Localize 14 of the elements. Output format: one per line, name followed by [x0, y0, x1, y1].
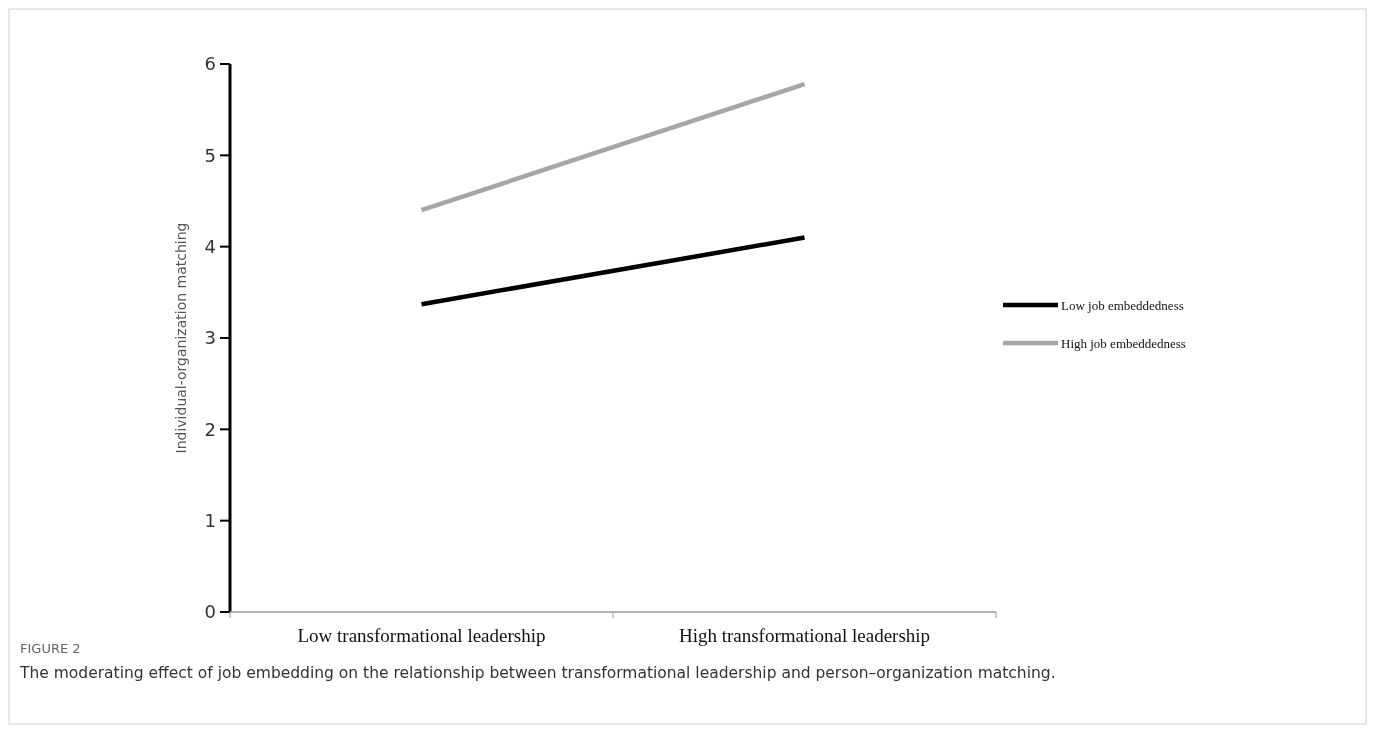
y-tick-label: 5: [204, 144, 216, 166]
y-tick-label: 3: [204, 327, 216, 349]
y-tick-label: 4: [204, 235, 216, 257]
y-axis-title: Individual-organization matching: [173, 222, 189, 454]
y-tick-label: 1: [204, 509, 216, 531]
y-tick-label: 6: [204, 53, 216, 75]
y-tick-label: 2: [204, 418, 216, 440]
y-tick-label: 0: [204, 601, 216, 623]
x-tick-label: High transformational leadership: [678, 625, 931, 646]
x-tick-label: Low transformational leadership: [297, 625, 546, 646]
legend-label: High job embeddedness: [1061, 335, 1186, 351]
legend-label: Low job embeddedness: [1061, 297, 1184, 313]
text: The moderating effect of job embedding on the relationship between transformational leadership and person–organization matching.: [19, 664, 1056, 682]
text: FIGURE 2: [20, 641, 81, 656]
